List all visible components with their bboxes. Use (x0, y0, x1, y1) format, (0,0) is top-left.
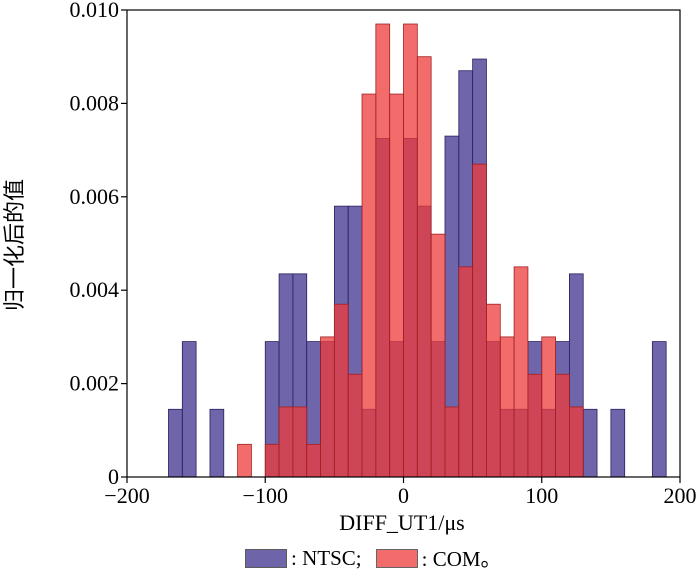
y-tick-label: 0.010 (70, 0, 120, 22)
x-tick-label: 200 (664, 483, 697, 508)
x-tick-label: 100 (525, 483, 558, 508)
bar-com (527, 373, 543, 478)
bar-com (444, 406, 460, 478)
bar-com (416, 56, 432, 478)
legend-swatch-ntsc (245, 548, 287, 568)
bar-com (569, 406, 584, 478)
bar-ntsc (651, 341, 667, 478)
legend: : NTSC; : COM。 (245, 543, 516, 573)
bar-com (472, 163, 487, 478)
bar-com (430, 233, 446, 478)
bar-com (499, 336, 515, 478)
bar-com (541, 336, 556, 478)
bar-com (389, 93, 404, 478)
axes-layer: −200 −100 0 100 200 0 0.002 0.004 0.006 0.008 0.01… (70, 0, 697, 508)
legend-swatch-com (375, 548, 418, 568)
bar-com (278, 406, 294, 478)
y-tick-label: 0.008 (70, 90, 120, 115)
bar-com (264, 443, 280, 478)
y-tick-label: 0.002 (70, 371, 120, 396)
bar-com (458, 266, 474, 478)
bar-com (513, 266, 529, 478)
bar-ntsc (168, 408, 183, 478)
y-tick-label: 0.006 (70, 184, 120, 209)
legend-label-com: : COM。 (421, 547, 502, 571)
bar-com (486, 303, 501, 478)
bars-layer (168, 23, 667, 478)
series-com (237, 23, 584, 478)
bar-com (375, 23, 391, 478)
y-tick-label: 0.004 (70, 277, 120, 302)
x-tick-label: 0 (398, 483, 409, 508)
x-axis-label: DIFF_UT1/μs (339, 510, 464, 535)
bar-com (333, 303, 349, 478)
legend-label-ntsc: : NTSC; (291, 545, 362, 570)
y-tick-label: 0 (108, 464, 119, 489)
bar-com (403, 23, 418, 478)
x-tick-label: −200 (104, 483, 149, 508)
bar-com (347, 373, 363, 478)
bar-com (292, 406, 308, 478)
bar-com (237, 443, 252, 478)
bar-com (361, 93, 377, 478)
bar-ntsc (582, 408, 598, 478)
bar-com (306, 443, 321, 478)
bar-ntsc (610, 408, 626, 478)
y-axis-label: 归一化后的值 (2, 179, 27, 311)
bar-ntsc (181, 341, 197, 478)
bar-ntsc (209, 408, 225, 478)
bar-com (320, 336, 335, 478)
x-tick-label: −100 (243, 483, 288, 508)
bar-com (555, 373, 570, 478)
